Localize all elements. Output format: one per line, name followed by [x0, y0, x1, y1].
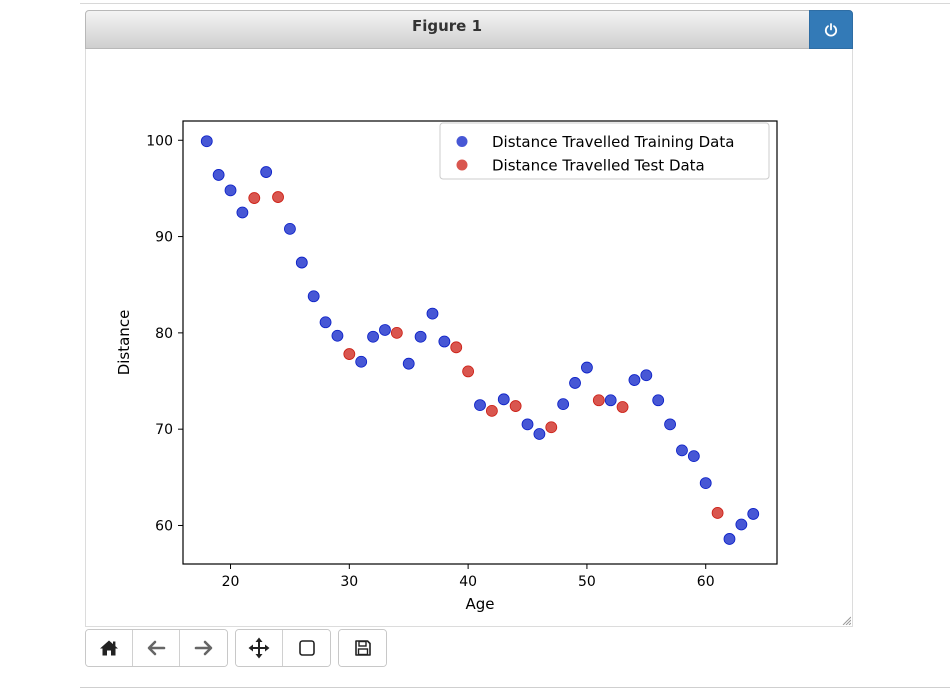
- training-point: [581, 361, 593, 374]
- test-point: [485, 404, 498, 417]
- x-tick-label: 40: [459, 574, 477, 590]
- forward-arrow-icon: [194, 640, 212, 656]
- training-point: [747, 508, 760, 520]
- test-point: [450, 341, 463, 354]
- training-point: [212, 169, 225, 181]
- y-tick-label: 70: [155, 422, 173, 438]
- zoom-rect-icon: [298, 640, 315, 656]
- training-point: [723, 533, 736, 545]
- y-tick-label: 80: [155, 326, 173, 342]
- test-point: [343, 348, 356, 360]
- pan-button[interactable]: [236, 630, 283, 666]
- y-axis-label: Distance: [115, 310, 133, 376]
- training-point: [699, 477, 712, 490]
- test-point: [616, 401, 629, 413]
- forward-button[interactable]: [180, 630, 227, 666]
- training-point: [260, 166, 273, 178]
- save-icon: [354, 640, 371, 656]
- figure-title: Figure 1: [411, 17, 483, 35]
- test-point: [462, 365, 475, 378]
- scatter-plot: 20 30 40 50 60 60 70 80 90 100 Age Distance Dist…: [115, 120, 778, 613]
- resize-grip-icon[interactable]: [841, 615, 851, 625]
- figure-canvas[interactable]: 20 30 40 50 60 60 70 80 90 100 Age Distance Dist…: [85, 49, 853, 627]
- home-button[interactable]: [86, 630, 133, 666]
- toolbar-group-save: [338, 629, 387, 667]
- figure-header: Figure 1: [85, 10, 853, 49]
- training-point: [569, 377, 581, 389]
- toolbar-group-navigation: [85, 629, 228, 667]
- training-point: [331, 329, 344, 342]
- legend-label-test: Distance Travelled Test Data: [492, 157, 705, 175]
- legend-box: [439, 122, 770, 180]
- training-point: [676, 444, 688, 457]
- test-point: [509, 400, 522, 412]
- training-point: [236, 206, 249, 219]
- training-point: [438, 335, 451, 348]
- training-point: [652, 394, 665, 407]
- test-point: [272, 191, 284, 203]
- close-figure-button[interactable]: [809, 10, 853, 49]
- x-tick-label: 60: [697, 574, 715, 590]
- training-point: [367, 330, 379, 343]
- training-point: [533, 428, 546, 440]
- x-axis-label: Age: [465, 595, 494, 613]
- training-point: [640, 369, 653, 382]
- test-point: [390, 326, 403, 339]
- training-point: [497, 393, 510, 406]
- x-tick-label: 50: [578, 574, 596, 590]
- training-point: [687, 450, 700, 463]
- training-point: [604, 394, 617, 407]
- bottom-divider: [80, 687, 950, 688]
- top-divider: [80, 0, 950, 4]
- x-tick-label: 20: [222, 574, 240, 590]
- training-point: [224, 184, 237, 197]
- training-point: [735, 518, 748, 531]
- test-point: [248, 192, 261, 204]
- training-point: [295, 256, 308, 269]
- training-point: [474, 399, 486, 411]
- legend-marker-training: [456, 136, 468, 147]
- test-point: [711, 507, 724, 519]
- navigation-toolbar: [85, 629, 394, 667]
- axes-frame: [182, 120, 778, 565]
- legend: Distance Travelled Training Data Distanc…: [439, 122, 770, 180]
- legend-label-training: Distance Travelled Training Data: [492, 133, 734, 151]
- x-axis-ticks: 20 30 40 50 60: [222, 564, 715, 590]
- training-point: [402, 357, 415, 370]
- home-icon: [100, 640, 118, 656]
- training-point: [521, 418, 534, 431]
- power-icon: [824, 22, 838, 37]
- training-point: [557, 398, 570, 411]
- toolbar-group-tools: [235, 629, 331, 667]
- back-arrow-icon: [147, 640, 166, 656]
- y-tick-label: 60: [155, 518, 173, 534]
- back-button[interactable]: [133, 630, 180, 666]
- save-button[interactable]: [339, 630, 386, 666]
- training-point: [307, 290, 320, 303]
- pan-icon: [248, 637, 270, 659]
- training-point: [319, 316, 332, 329]
- training-point: [200, 135, 213, 148]
- training-point: [284, 222, 296, 235]
- training-point: [355, 355, 368, 368]
- training-point: [664, 418, 676, 431]
- legend-marker-test: [456, 159, 468, 171]
- training-point: [379, 324, 391, 336]
- test-point: [545, 421, 558, 434]
- test-point: [592, 394, 605, 407]
- x-tick-label: 30: [340, 574, 358, 590]
- y-tick-label: 100: [146, 133, 173, 149]
- plot-marks: [200, 135, 760, 545]
- training-point: [426, 307, 439, 320]
- y-tick-label: 90: [155, 230, 173, 246]
- training-point: [414, 330, 427, 343]
- y-axis-ticks: 60 70 80 90 100: [146, 133, 183, 534]
- zoom-rect-button[interactable]: [283, 630, 330, 666]
- training-point: [628, 374, 641, 386]
